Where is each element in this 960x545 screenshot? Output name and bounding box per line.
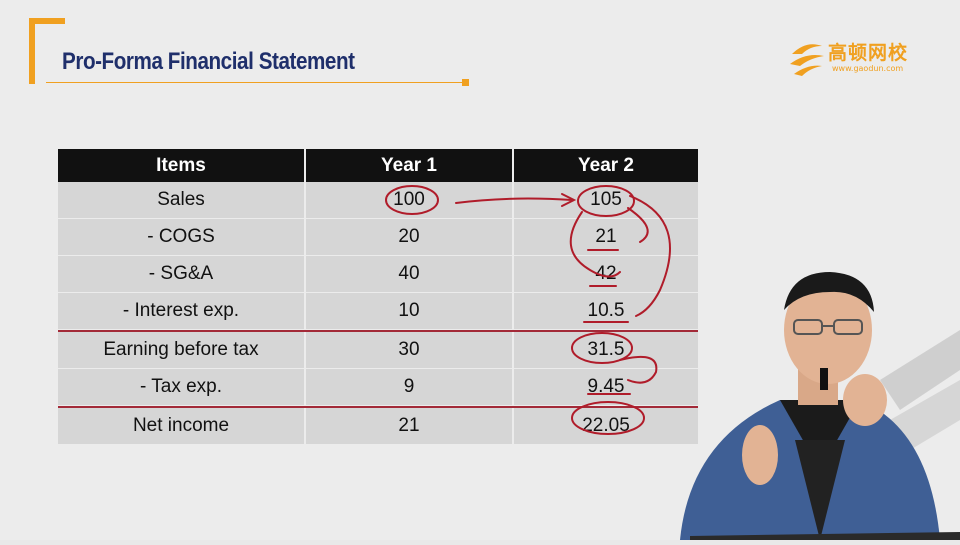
table-header-row: Items Year 1 Year 2 bbox=[58, 149, 698, 182]
brand-url: www.gaodun.com bbox=[832, 64, 904, 73]
slide-title: Pro-Forma Financial Statement bbox=[62, 48, 355, 75]
row-item: - Interest exp. bbox=[58, 293, 304, 330]
table-row: Earning before tax 30 31.5 bbox=[58, 330, 698, 369]
column-header-items: Items bbox=[58, 149, 304, 182]
pro-forma-table: Items Year 1 Year 2 Sales 100 105 - COGS… bbox=[58, 149, 698, 445]
row-year1: 10 bbox=[306, 293, 512, 330]
gaodun-logo-icon bbox=[790, 44, 824, 76]
table-row: - SG&A 40 42 bbox=[58, 256, 698, 293]
row-year1: 9 bbox=[306, 369, 512, 406]
row-year1: 21 bbox=[306, 406, 512, 445]
table-row: - Interest exp. 10 10.5 bbox=[58, 293, 698, 330]
row-item: Sales bbox=[58, 182, 304, 219]
row-year1: 100 bbox=[306, 182, 512, 219]
presenter-video bbox=[660, 250, 960, 540]
row-item: Earning before tax bbox=[58, 330, 304, 369]
row-year1: 20 bbox=[306, 219, 512, 256]
row-item: - Tax exp. bbox=[58, 369, 304, 406]
column-header-year2: Year 2 bbox=[514, 149, 698, 182]
row-year1: 30 bbox=[306, 330, 512, 369]
row-year2: 105 bbox=[514, 182, 698, 219]
row-item: - COGS bbox=[58, 219, 304, 256]
title-underline bbox=[46, 82, 464, 83]
presenter-figure bbox=[680, 272, 960, 540]
brand-name: 高顿网校 bbox=[828, 42, 909, 64]
title-bracket-decoration bbox=[29, 18, 65, 84]
table-row: Net income 21 22.05 bbox=[58, 406, 698, 445]
row-item: Net income bbox=[58, 406, 304, 445]
row-year1: 40 bbox=[306, 256, 512, 293]
title-underline-dot bbox=[462, 79, 469, 86]
table-row: Sales 100 105 bbox=[58, 182, 698, 219]
row-item: - SG&A bbox=[58, 256, 304, 293]
brand-logo: 高顿网校 www.gaodun.com bbox=[788, 36, 928, 80]
column-header-year1: Year 1 bbox=[306, 149, 512, 182]
row-year2: 9.45 bbox=[514, 369, 698, 406]
table-row: - COGS 20 21 bbox=[58, 219, 698, 256]
table-row: - Tax exp. 9 9.45 bbox=[58, 369, 698, 406]
